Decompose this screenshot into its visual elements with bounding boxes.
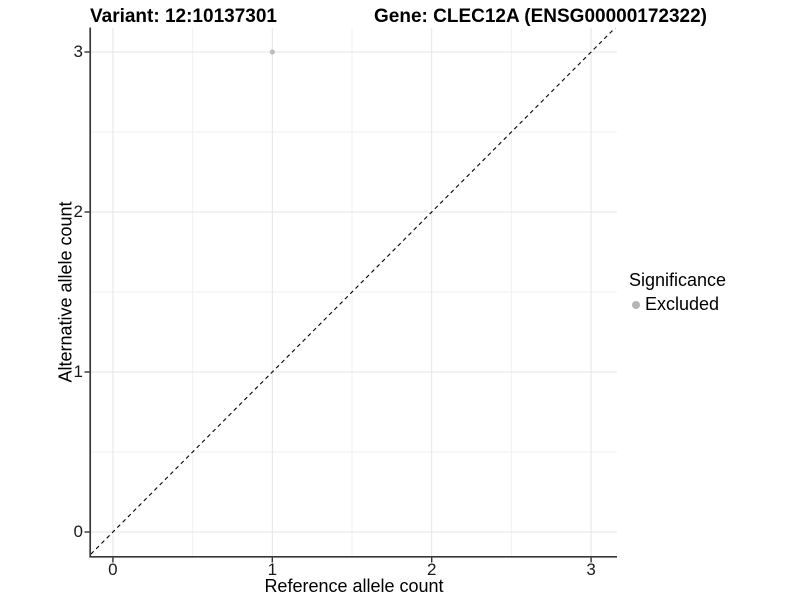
legend-entry: Excluded: [629, 294, 726, 315]
variant-title: Variant: 12:10137301: [90, 6, 277, 27]
y-axis-title: Alternative allele count: [55, 201, 76, 383]
plot-panel: [84, 27, 617, 563]
y-tick-label: 3: [73, 42, 83, 61]
legend-point-icon: [632, 300, 640, 309]
legend-title: Significance: [629, 270, 727, 290]
x-tick-label: 1: [267, 560, 278, 579]
legend-entry-label: Excluded: [645, 294, 720, 314]
x-tick-label: 0: [108, 560, 118, 579]
x-tick-label: 2: [426, 560, 437, 579]
x-tick-label: 3: [586, 560, 596, 579]
legend-entries: Excluded: [629, 294, 726, 315]
gene-title: Gene: CLEC12A (ENSG00000172322): [374, 6, 708, 27]
y-tick-label: 0: [73, 522, 83, 541]
plot-canvas: [84, 27, 617, 563]
legend: Significance Excluded: [629, 270, 726, 315]
y-tick-label: 1: [73, 362, 83, 381]
x-axis-title: Reference allele count: [264, 576, 444, 596]
data-point: [269, 49, 275, 55]
identity-dashed-line: [91, 28, 616, 555]
y-tick-label: 2: [73, 202, 83, 221]
